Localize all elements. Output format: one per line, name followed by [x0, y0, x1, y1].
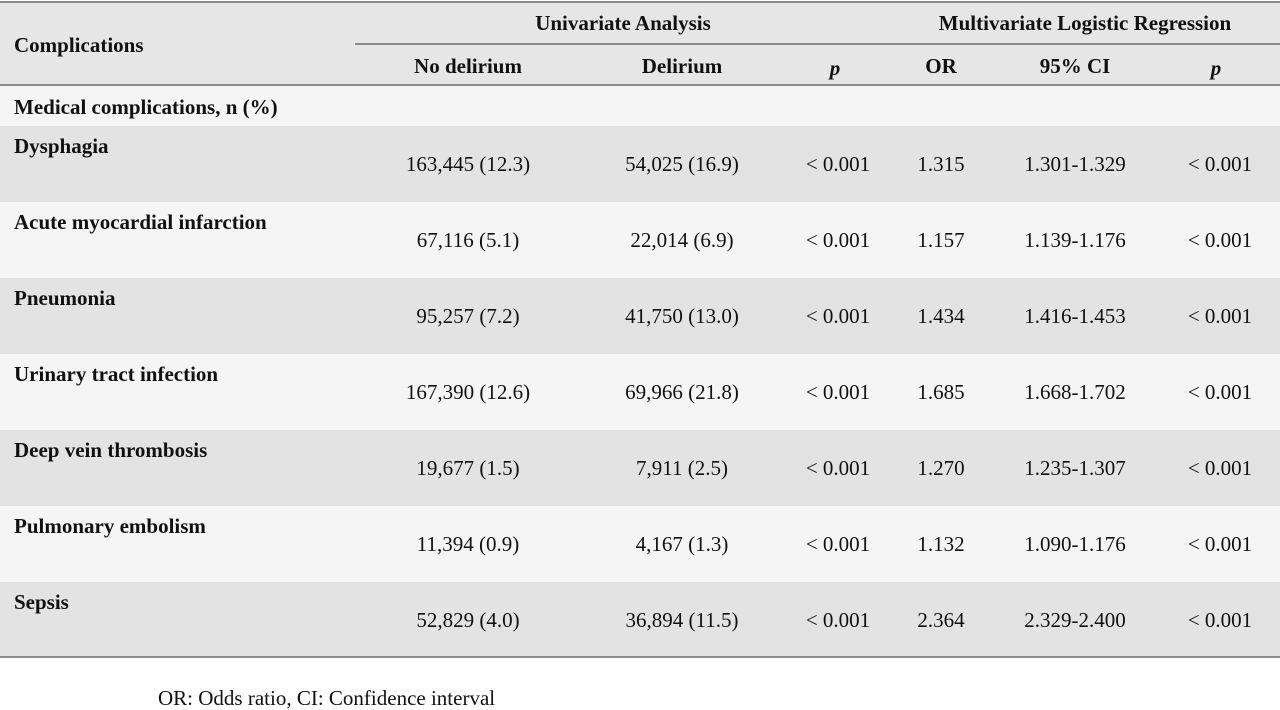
cell-delirium: 22,014 (6.9) [630, 228, 734, 252]
section-band [0, 86, 1280, 126]
cell-95ci: 1.668-1.702 [1024, 380, 1126, 404]
header-univariate: Univariate Analysis [535, 11, 711, 35]
cell-95ci: 1.090-1.176 [1024, 532, 1126, 556]
cell-95ci: 1.235-1.307 [1024, 456, 1126, 480]
cell-no-delirium: 167,390 (12.6) [405, 380, 531, 404]
cell-no-delirium: 52,829 (4.0) [416, 608, 520, 632]
cell-95ci: 2.329-2.400 [1024, 608, 1126, 632]
cell-delirium: 4,167 (1.3) [635, 532, 729, 556]
table-row [0, 430, 1280, 506]
cell-p-multivariate: < 0.001 [1187, 228, 1253, 252]
header-multivariate: Multivariate Logistic Regression [938, 11, 1232, 35]
cell-p-multivariate: < 0.001 [1187, 304, 1253, 328]
cell-95ci: 1.301-1.329 [1024, 152, 1126, 176]
cell-or: 1.270 [917, 456, 965, 480]
table-row [0, 506, 1280, 582]
bottom-rule [0, 656, 1280, 658]
cell-no-delirium: 95,257 (7.2) [416, 304, 520, 328]
cell-delirium: 41,750 (13.0) [625, 304, 739, 328]
row-label: Dysphagia [14, 134, 109, 158]
cell-or: 1.434 [917, 304, 965, 328]
cell-or: 1.132 [917, 532, 965, 556]
cell-delirium: 36,894 (11.5) [625, 608, 739, 632]
table-row [0, 126, 1280, 202]
col-no-delirium: No delirium [414, 54, 522, 78]
col-p-multivariate: p [1210, 56, 1222, 80]
table-row [0, 582, 1280, 658]
cell-p-univariate: < 0.001 [805, 152, 871, 176]
cell-p-univariate: < 0.001 [805, 304, 871, 328]
table-row [0, 354, 1280, 430]
section-label: Medical complications, n (%) [14, 95, 278, 119]
cell-p-multivariate: < 0.001 [1187, 456, 1253, 480]
cell-no-delirium: 11,394 (0.9) [416, 532, 520, 556]
row-label: Urinary tract infection [14, 362, 219, 386]
cell-or: 2.364 [917, 608, 965, 632]
footnote: OR: Odds ratio, CI: Confidence interval [158, 686, 496, 710]
cell-no-delirium: 163,445 (12.3) [405, 152, 531, 176]
cell-p-univariate: < 0.001 [805, 608, 871, 632]
col-or: OR [925, 54, 957, 78]
header-subrule [355, 43, 1280, 45]
cell-no-delirium: 19,677 (1.5) [416, 456, 520, 480]
cell-p-multivariate: < 0.001 [1187, 380, 1253, 404]
row-label: Sepsis [14, 590, 69, 614]
cell-delirium: 54,025 (16.9) [625, 152, 739, 176]
cell-or: 1.315 [917, 152, 965, 176]
cell-p-multivariate: < 0.001 [1187, 532, 1253, 556]
header-complications: Complications [14, 33, 144, 57]
col-delirium: Delirium [641, 54, 723, 78]
cell-or: 1.685 [917, 380, 965, 404]
col-p-univariate: p [829, 56, 841, 80]
cell-95ci: 1.139-1.176 [1024, 228, 1126, 252]
cell-p-multivariate: < 0.001 [1187, 608, 1253, 632]
row-label: Deep vein thrombosis [14, 438, 208, 462]
cell-95ci: 1.416-1.453 [1024, 304, 1126, 328]
cell-delirium: 7,911 (2.5) [636, 456, 728, 480]
row-label: Acute myocardial infarction [14, 210, 267, 234]
cell-delirium: 69,966 (21.8) [625, 380, 739, 404]
cell-p-univariate: < 0.001 [805, 532, 871, 556]
cell-no-delirium: 67,116 (5.1) [416, 228, 520, 252]
cell-p-multivariate: < 0.001 [1187, 152, 1253, 176]
row-label: Pneumonia [14, 286, 116, 310]
table-row [0, 278, 1280, 354]
cell-or: 1.157 [917, 228, 965, 252]
cell-p-univariate: < 0.001 [805, 228, 871, 252]
cell-p-univariate: < 0.001 [805, 456, 871, 480]
table-row [0, 202, 1280, 278]
cell-p-univariate: < 0.001 [805, 380, 871, 404]
row-label: Pulmonary embolism [14, 514, 206, 538]
top-rule [0, 1, 1280, 3]
header-bottom-rule [0, 84, 1280, 86]
col-95ci: 95% CI [1039, 54, 1111, 78]
